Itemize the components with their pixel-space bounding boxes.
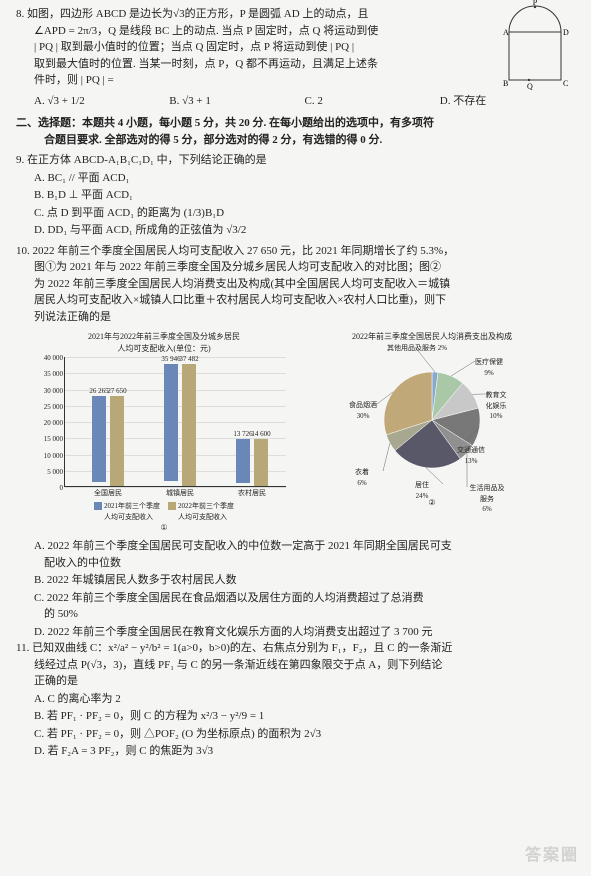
legend-2022: 2022年前三个季度 人均可支配收入 [168, 501, 234, 522]
q9-choice-c: C. 点 D 到平面 ACD₁ 的距离为 (1/3)B₁D [16, 205, 575, 222]
q8-choice-b: B. √3 + 1 [169, 93, 304, 110]
q11-choice-a: A. C 的离心率为 2 [16, 691, 575, 708]
q10-num: 10. [16, 245, 30, 257]
q8-line2: ∠APD = 2π/3，Q 是线段 BC 上的动点. 当点 P 固定时，点 Q … [16, 23, 495, 40]
svg-text:Q: Q [527, 82, 533, 90]
svg-text:A: A [503, 28, 509, 37]
q10-l1: 2022 年前三个季度全国居民人均可支配收入 27 650 元，比 2021 年… [33, 245, 455, 257]
q10-choice-b: B. 2022 年城镇居民人数多于农村居民人数 [16, 572, 575, 589]
q8-line1: 如图，四边形 ABCD 是边长为√3的正方形，P 是圆弧 AD 上的动点，且 [27, 8, 368, 20]
q10-choice-c2: 的 50% [16, 606, 575, 623]
q11-l1: 已知双曲线 C：x²/a² − y²/b² = 1(a>0，b>0)的左、右焦点… [32, 642, 452, 654]
legend-swatch-2 [168, 502, 176, 510]
q10-l3: 为 2022 年前三季度全国居民人均消费支出及构成(其中全国居民人均可支配收入＝… [16, 276, 575, 293]
q10-l4: 居民人均可支配收入×城镇人口比重＋农村居民人均可支配收入×农村人口比重)，则下 [16, 292, 575, 309]
q8-choice-d: D. 不存在 [440, 93, 575, 110]
bar-chart-caption: ① [34, 522, 294, 534]
q11-l3: 正确的是 [16, 673, 575, 690]
q9-choice-d: D. DD₁ 与平面 ACD₁ 所成角的正弦值为 √3/2 [16, 222, 575, 239]
q10-l5: 列说法正确的是 [16, 309, 575, 326]
q10-options: A. 2022 年前三个季度全国居民可支配收入的中位数一定高于 2021 年同期… [16, 538, 575, 640]
question-8: 8. 如图，四边形 ABCD 是边长为√3的正方形，P 是圆弧 AD 上的动点，… [16, 6, 575, 89]
q8-line5: 件时，则 | PQ | = [16, 72, 495, 89]
q9-choice-b: B. B₁D ⊥ 平面 ACD₁ [16, 187, 575, 204]
bar-chart-legend: 2021年前三个季度 人均可支配收入 2022年前三个季度 人均可支配收入 [34, 501, 294, 522]
q11-num: 11. [16, 642, 29, 654]
bar-chart: 2021年与2022年前三季度全国及分城乡居民 人均可支配收入(单位：元) 05… [34, 331, 294, 534]
q9-text: 在正方体 ABCD-A₁B₁C₁D₁ 中，下列结论正确的是 [27, 154, 267, 166]
q8-line4: 取到最大值时的位置. 当某一时刻，点 P，Q 都不再运动，且满足上述条 [16, 56, 495, 73]
q8-figure: P A D B Q C [499, 0, 571, 90]
legend-swatch-1 [94, 502, 102, 510]
q10-l2: 图①为 2021 年与 2022 年前三季度全国及分城乡居民人均可支配收入的对比… [16, 259, 575, 276]
q8-choice-a: A. √3 + 1/2 [34, 93, 169, 110]
legend-2021: 2021年前三个季度 人均可支配收入 [94, 501, 160, 522]
q8-num: 8. [16, 8, 24, 20]
bar-chart-area: 05 00010 00015 00020 00025 00030 00035 0… [64, 357, 286, 487]
q9-choice-a: A. BC₁ // 平面 ACD₁ [16, 170, 575, 187]
pie-chart-caption: ② [302, 497, 562, 509]
q9-num: 9. [16, 154, 24, 166]
watermark: 答案圈 [525, 844, 579, 868]
bar-chart-title1: 2021年与2022年前三季度全国及分城乡居民 [34, 331, 294, 343]
svg-text:D: D [563, 28, 569, 37]
question-10: 10. 2022 年前三个季度全国居民人均可支配收入 27 650 元，比 20… [16, 243, 575, 326]
q8-choices: A. √3 + 1/2 B. √3 + 1 C. 2 D. 不存在 [16, 93, 575, 110]
svg-text:P: P [533, 0, 538, 7]
bar-chart-title2: 人均可支配收入(单位：元) [34, 343, 294, 355]
section-2-heading: 二、选择题：本题共 4 小题，每小题 5 分，共 20 分. 在每小题给出的选项… [16, 115, 575, 148]
q8-choice-c: C. 2 [305, 93, 440, 110]
pie-chart-title1: 2022年前三季度全国居民人均消费支出及构成 [302, 331, 562, 343]
question-9: 9. 在正方体 ABCD-A₁B₁C₁D₁ 中，下列结论正确的是 A. BC₁ … [16, 152, 575, 239]
q8-line3: | PQ | 取到最小值时的位置；当点 Q 固定时，点 P 将运动到使 | PQ… [16, 39, 495, 56]
q11-choice-c: C. 若 PF₁ · PF₂ = 0，则 △POF₂ (O 为坐标原点) 的面积… [16, 726, 575, 743]
q10-choice-d: D. 2022 年前三个季度全国居民在教育文化娱乐方面的人均消费支出超过了 3 … [16, 624, 575, 641]
q10-choice-c: C. 2022 年前三个季度全国居民在食品烟酒以及居住方面的人均消费超过了总消费 [16, 590, 575, 607]
pie-chart: 2022年前三季度全国居民人均消费支出及构成 其他用品及服务 2%医疗保健 9%… [302, 331, 562, 534]
pie-chart-area: 其他用品及服务 2%医疗保健 9%教育文化娱乐 10%交通通信 13%生活用品及… [357, 345, 507, 495]
q11-choice-d: D. 若 F₂A = 3 PF₂，则 C 的焦距为 3√3 [16, 743, 575, 760]
q11-l2: 线经过点 P(√3，3)，直线 PF₁ 与 C 的另一条渐近线在第四象限交于点 … [16, 657, 575, 674]
svg-text:B: B [503, 79, 508, 88]
question-11: 11. 已知双曲线 C：x²/a² − y²/b² = 1(a>0，b>0)的左… [16, 640, 575, 760]
charts-row: 2021年与2022年前三季度全国及分城乡居民 人均可支配收入(单位：元) 05… [34, 331, 575, 534]
q10-choice-a2: 配收入的中位数 [16, 555, 575, 572]
q10-choice-a: A. 2022 年前三个季度全国居民可支配收入的中位数一定高于 2021 年同期… [16, 538, 575, 555]
svg-text:C: C [563, 79, 568, 88]
q11-choice-b: B. 若 PF₁ · PF₂ = 0，则 C 的方程为 x²/3 − y²/9 … [16, 708, 575, 725]
